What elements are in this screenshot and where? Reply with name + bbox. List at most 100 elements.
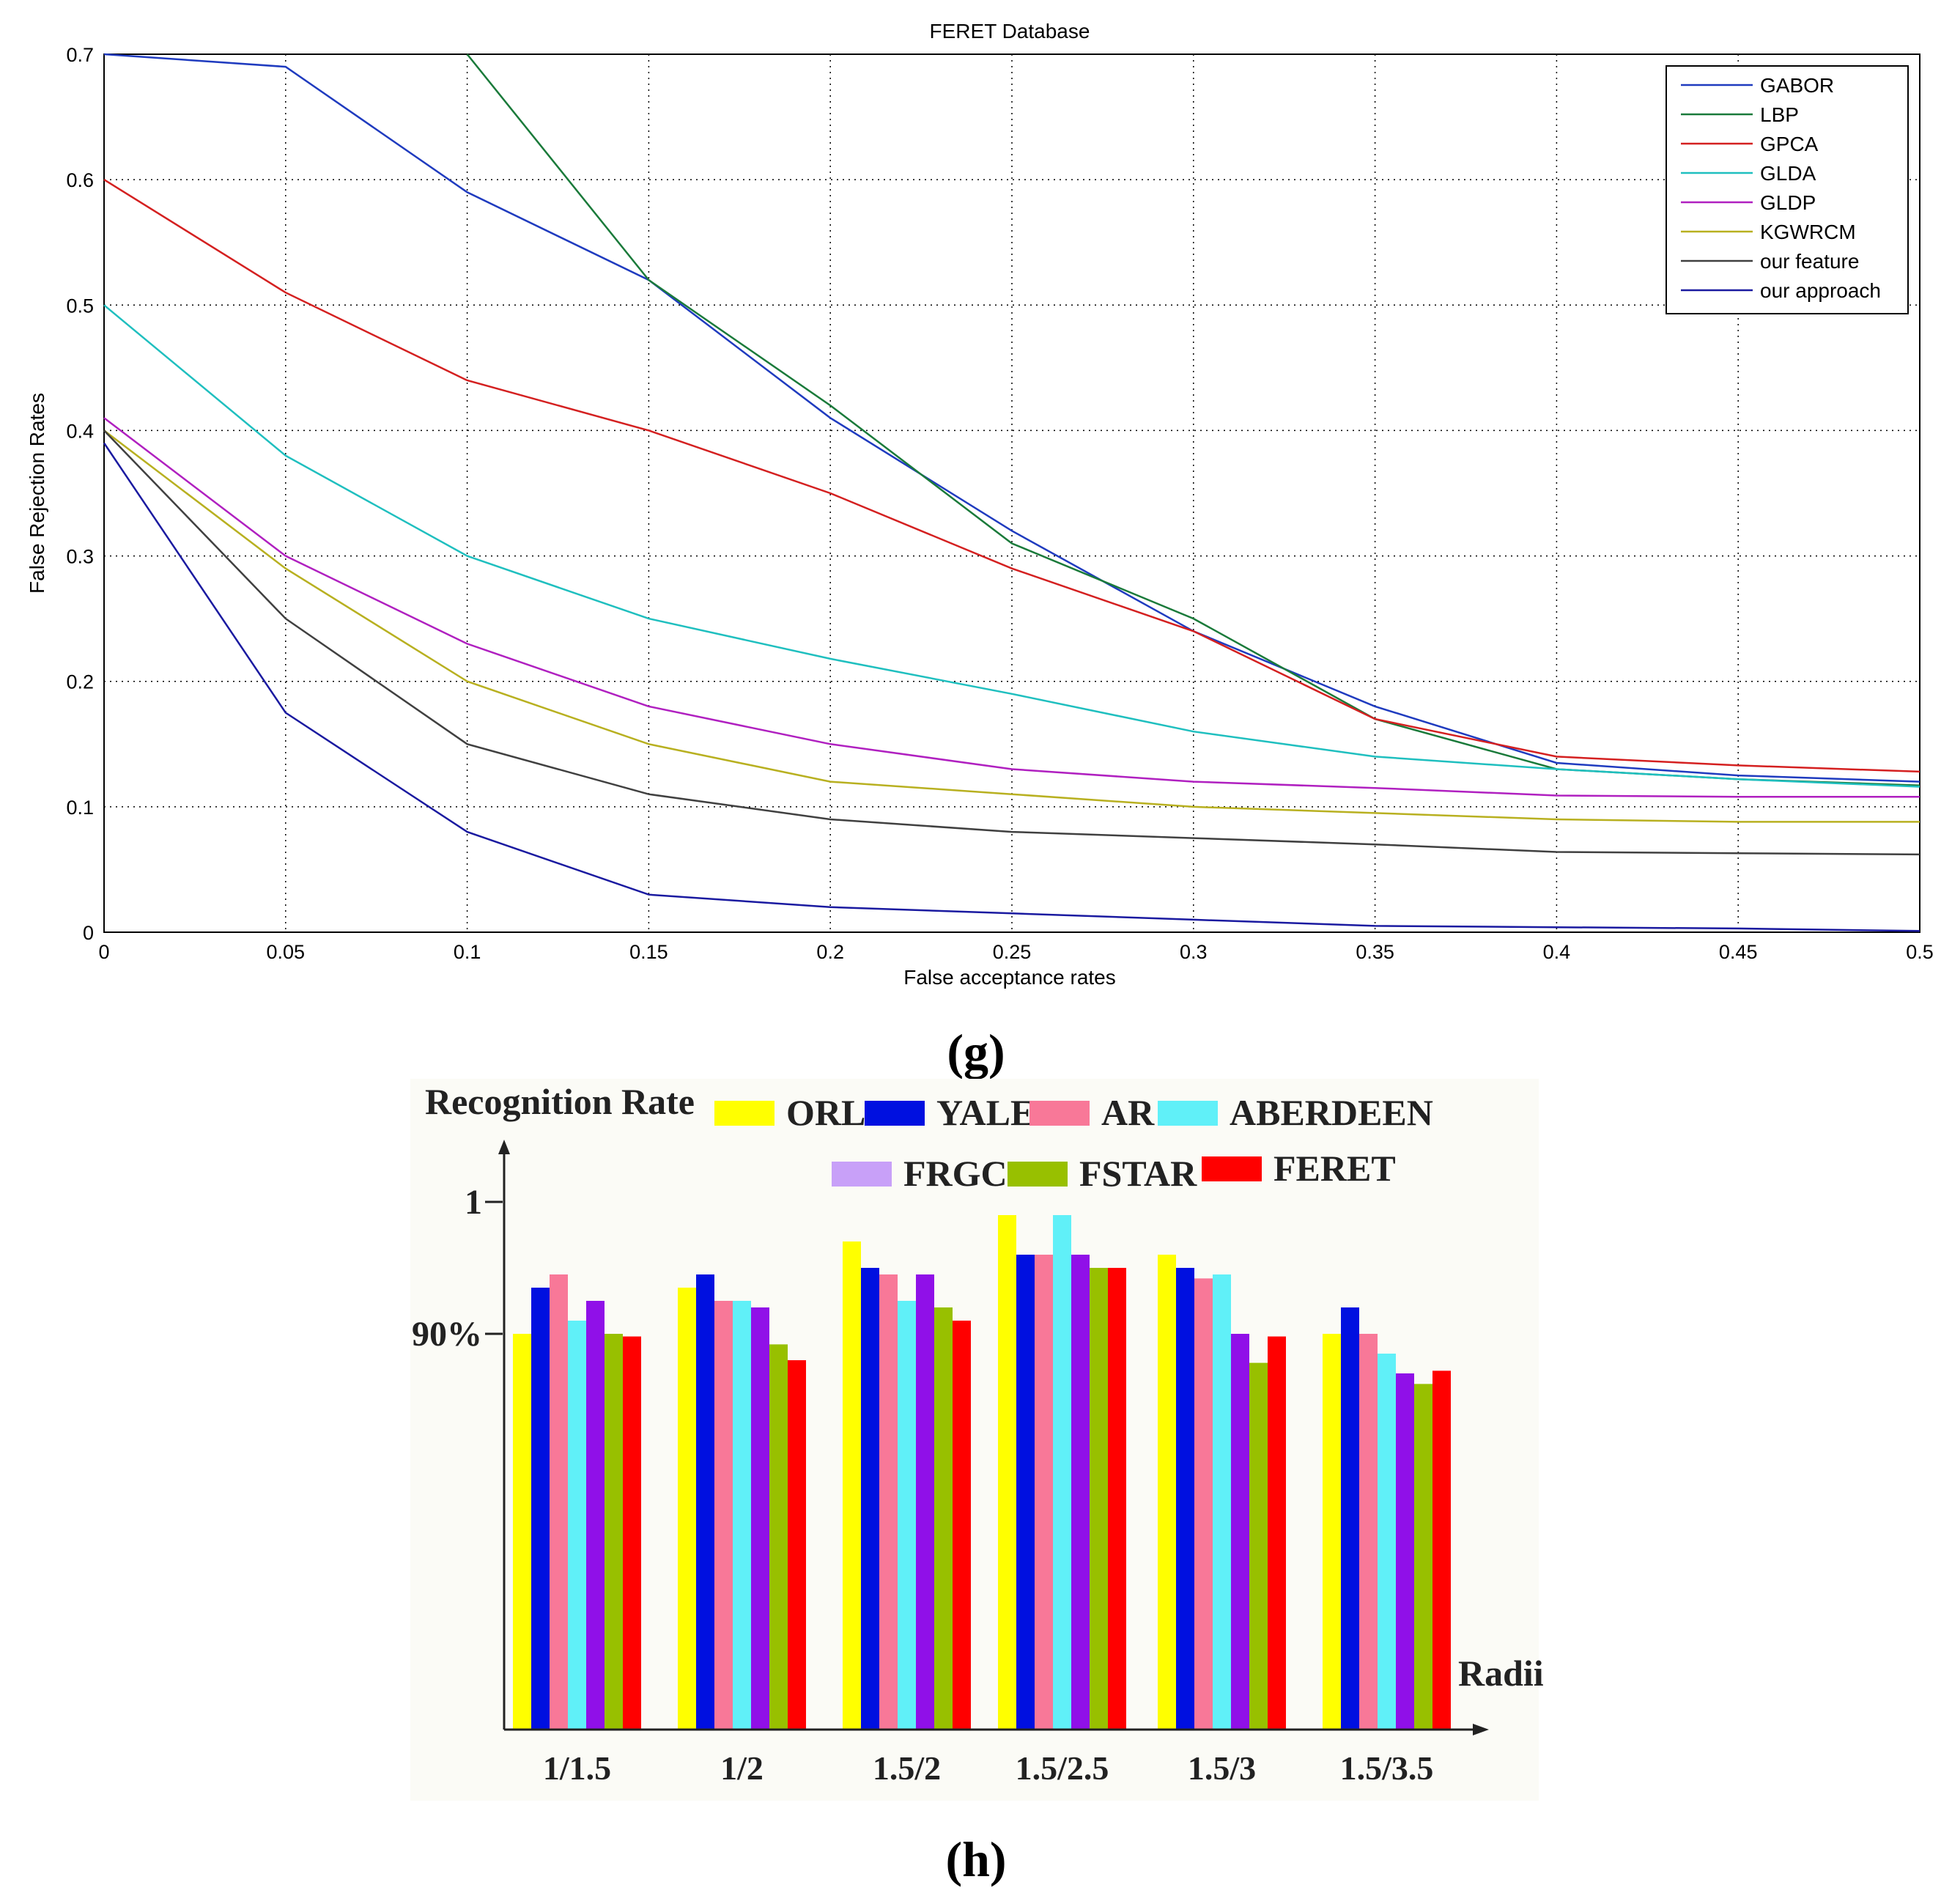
- bar-ar-3: [1035, 1255, 1053, 1730]
- panel-label-h: (h): [945, 1831, 1006, 1887]
- bar-yale-2: [861, 1268, 879, 1730]
- y-tick-label: 90%: [412, 1315, 482, 1354]
- bar-aberdeen-2: [898, 1301, 916, 1730]
- bar-ar-1: [714, 1301, 733, 1730]
- bar-yale-3: [1016, 1255, 1035, 1730]
- legend-swatch: [865, 1101, 925, 1126]
- bar-feret-1: [788, 1360, 806, 1730]
- x-tick-label: 1/1.5: [543, 1749, 611, 1787]
- y-tick-label: 0.6: [66, 169, 94, 191]
- legend-label: LBP: [1760, 103, 1799, 126]
- bar-fstar-0: [605, 1334, 623, 1730]
- legend-swatch: [1008, 1162, 1068, 1187]
- bar-orl-3: [998, 1215, 1016, 1730]
- bar-orl-4: [1158, 1255, 1176, 1730]
- x-tick-label: 1.5/2.5: [1016, 1749, 1109, 1787]
- bar-frgc-4: [1231, 1334, 1249, 1730]
- bar-feret-3: [1108, 1268, 1126, 1730]
- x-tick-label: 0.35: [1356, 941, 1394, 963]
- y-tick-labels: 0 0.1 0.2 0.3 0.4 0.5 0.6 0.7: [66, 44, 94, 944]
- bar-frgc-1: [751, 1307, 769, 1730]
- bar-yale-5: [1341, 1307, 1359, 1730]
- x-tick-label: 0: [98, 941, 109, 963]
- x-tick-label: 0.5: [1906, 941, 1934, 963]
- x-tick-label: 0.2: [816, 941, 844, 963]
- y-axis-label: Recognition Rate: [425, 1081, 695, 1122]
- bar-ar-4: [1194, 1278, 1213, 1730]
- bar-feret-5: [1432, 1370, 1451, 1730]
- legend-swatch: [1029, 1101, 1090, 1126]
- legend-label: ABERDEEN: [1230, 1092, 1433, 1133]
- bar-aberdeen-4: [1213, 1274, 1231, 1730]
- series-line-our-approach: [103, 442, 1920, 932]
- bars: [513, 1215, 1451, 1730]
- bar-ar-2: [879, 1274, 898, 1730]
- bar-orl-2: [843, 1241, 861, 1730]
- series-line-gldp: [103, 417, 1920, 798]
- legend-box: [1666, 65, 1909, 314]
- x-tick-label: 1.5/2: [873, 1749, 941, 1787]
- x-tick-label: 1.5/3: [1188, 1749, 1256, 1787]
- y-axis-arrow: [498, 1140, 510, 1154]
- y-tick-label: 0.5: [66, 295, 94, 317]
- bar-chart-panel: Recognition Rate Radii ORL YALE AR ABERDEEN…: [410, 1079, 1544, 1887]
- x-tick-label: 0.1: [454, 941, 481, 963]
- x-tick-label: 0.15: [629, 941, 668, 963]
- panel-label-g: (g): [947, 1024, 1005, 1080]
- bar-frgc-0: [586, 1301, 605, 1730]
- series-line-our-feature: [103, 429, 1920, 856]
- legend-swatch: [1158, 1101, 1218, 1126]
- bar-fstar-4: [1249, 1362, 1268, 1730]
- y-axis-label: False Rejection Rates: [26, 393, 48, 594]
- bar-aberdeen-3: [1053, 1215, 1071, 1730]
- legend-label: ORL: [786, 1092, 865, 1133]
- legend-label: FERET: [1273, 1148, 1396, 1189]
- bar-yale-4: [1176, 1268, 1194, 1730]
- bar-fstar-5: [1414, 1384, 1432, 1730]
- x-tick-label: 0.45: [1719, 941, 1758, 963]
- y-tick-label: 0.1: [66, 797, 94, 819]
- legend: ORL YALE AR ABERDEEN FRGC FSTAR FERET: [714, 1092, 1433, 1194]
- x-tick-labels: 0 0.05 0.1 0.15 0.2 0.25 0.3 0.35 0.4 0.45 0.5: [98, 941, 1933, 963]
- bar-aberdeen-5: [1378, 1354, 1396, 1730]
- legend-label: GPCA: [1760, 133, 1819, 155]
- x-axis-label: Radii: [1458, 1653, 1544, 1694]
- legend: GABOR LBP GPCA GLDA GLDP KGWRCM our feature our…: [1666, 65, 1909, 314]
- series-line-gpca: [103, 179, 1920, 773]
- bar-ar-0: [550, 1274, 568, 1730]
- chart-title: FERET Database: [930, 20, 1090, 43]
- legend-label: FSTAR: [1079, 1153, 1197, 1194]
- x-axis-label: False acceptance rates: [903, 966, 1116, 989]
- bar-fstar-3: [1090, 1268, 1108, 1730]
- bar-orl-0: [513, 1334, 531, 1730]
- x-tick-label: 0.05: [267, 941, 306, 963]
- legend-label: our feature: [1760, 250, 1859, 273]
- y-tick-label: 0.7: [66, 44, 94, 66]
- bar-ar-5: [1359, 1334, 1378, 1730]
- bar-aberdeen-0: [568, 1321, 586, 1730]
- series-line-kgwrcm: [103, 429, 1920, 823]
- y-tick-label: 0.2: [66, 671, 94, 693]
- x-axis-arrow: [1473, 1724, 1489, 1735]
- plot-area: [103, 53, 1920, 933]
- bar-orl-1: [678, 1288, 696, 1730]
- bar-frgc-5: [1396, 1373, 1414, 1730]
- line-chart-panel: FERET Database 0 0.05 0.1 0.15 0.2 0.25 0.3 0.3…: [26, 20, 1934, 1080]
- legend-swatch: [832, 1162, 892, 1187]
- y-tick-label: 0.3: [66, 546, 94, 568]
- x-tick-label: 0.4: [1543, 941, 1571, 963]
- legend-label: FRGC: [903, 1153, 1008, 1194]
- axes: [498, 1140, 1489, 1735]
- bar-frgc-2: [916, 1274, 934, 1730]
- legend-label: GABOR: [1760, 74, 1834, 97]
- legend-label: KGWRCM: [1760, 221, 1856, 243]
- x-tick-labels: 1/1.5 1/2 1.5/2 1.5/2.5 1.5/3 1.5/3.5: [543, 1749, 1434, 1787]
- x-tick-label: 0.3: [1180, 941, 1208, 963]
- series-lines: [103, 53, 1920, 932]
- legend-label: YALE: [936, 1092, 1035, 1133]
- bar-orl-5: [1323, 1334, 1341, 1730]
- bar-yale-1: [696, 1274, 714, 1730]
- grid: [104, 54, 1920, 932]
- bar-frgc-3: [1071, 1255, 1090, 1730]
